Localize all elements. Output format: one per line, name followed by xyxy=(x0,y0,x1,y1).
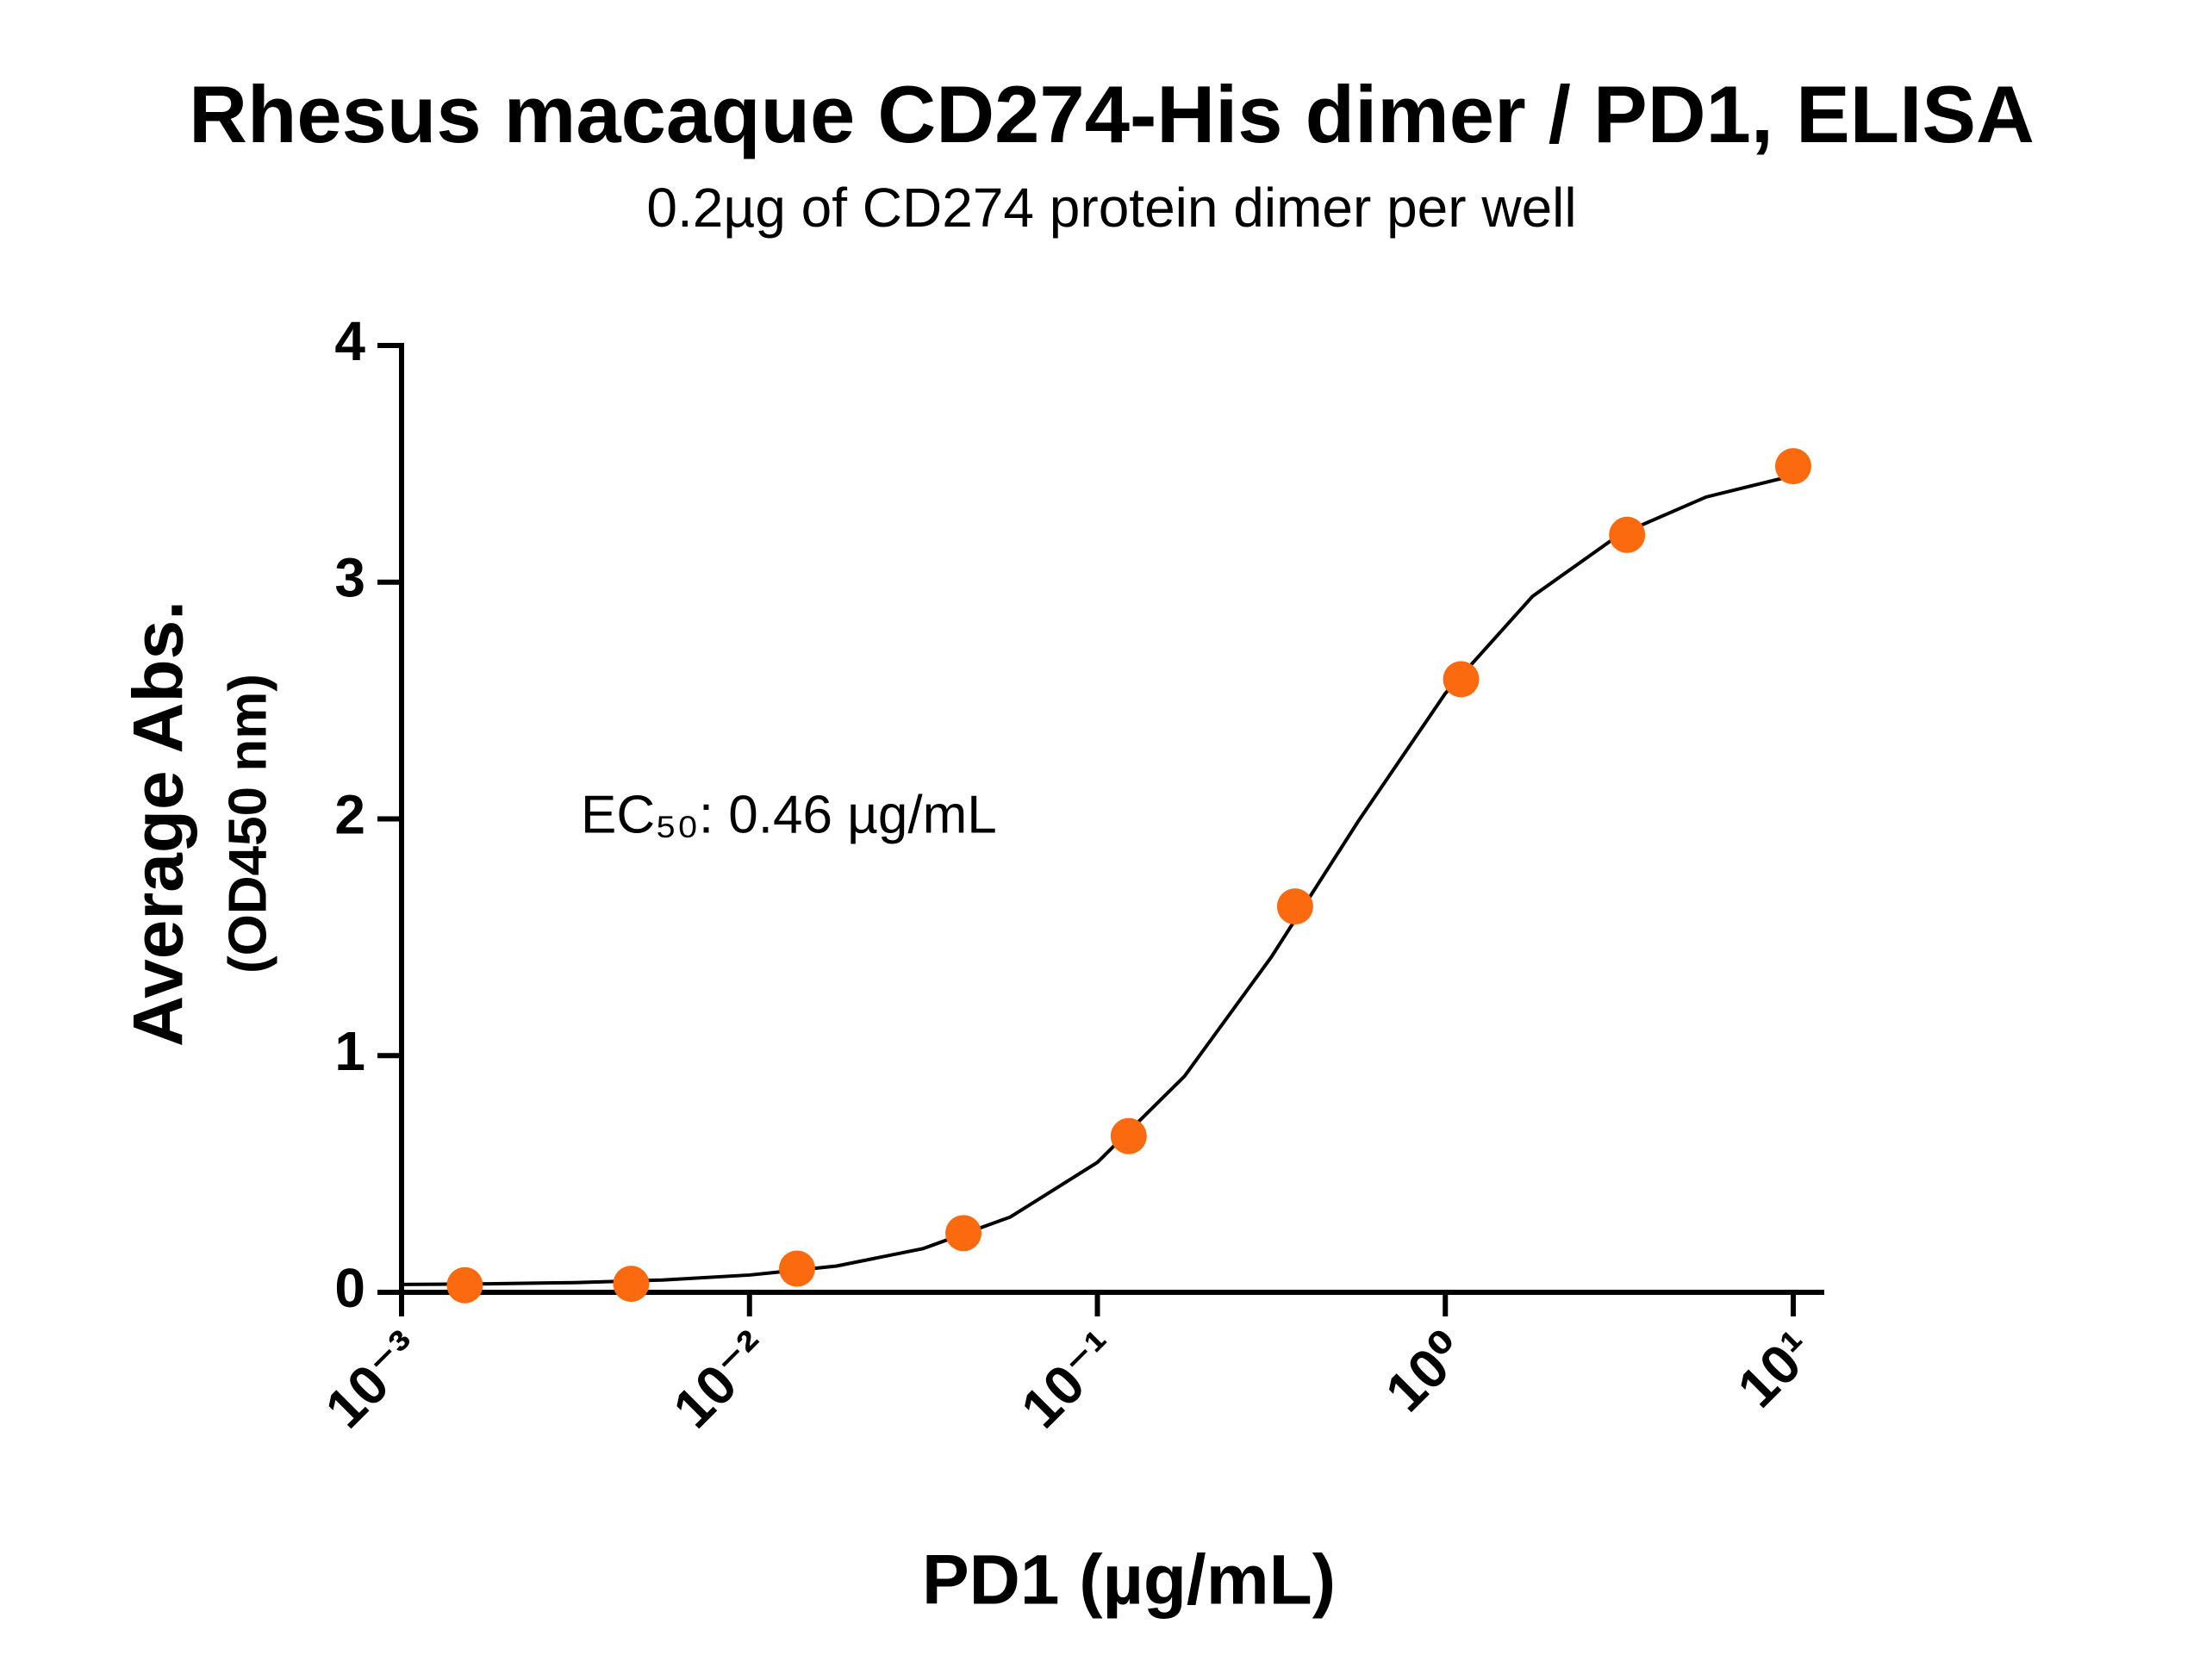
y-tick-label: 2 xyxy=(334,783,365,845)
data-point xyxy=(1110,1117,1147,1154)
data-point xyxy=(945,1215,982,1252)
data-point xyxy=(778,1250,815,1287)
y-tick-label: 1 xyxy=(334,1020,365,1082)
x-tick-label: 10⁻³ xyxy=(314,1319,434,1440)
y-tick-label: 0 xyxy=(334,1257,365,1319)
x-tick-label: 10⁰ xyxy=(1374,1319,1478,1423)
chart-title: Rhesus macaque CD274-His dimer / PD1, EL… xyxy=(189,69,2035,159)
x-axis-title: PD1 (µg/mL) xyxy=(922,1541,1336,1620)
x-tick-label: 10¹ xyxy=(1726,1319,1826,1419)
chart-subtitle: 0.2µg of CD274 protein dimer per well xyxy=(646,177,1576,239)
y-axis-subtitle: (OD450 nm) xyxy=(218,674,277,974)
annotation: EC₅₀: 0.46 µg/mL xyxy=(581,785,997,844)
data-point xyxy=(613,1266,650,1303)
x-tick-label: 10⁻² xyxy=(661,1319,782,1440)
data-point xyxy=(1609,516,1646,553)
y-axis-title: Average Abs. xyxy=(120,600,198,1047)
data-point xyxy=(1775,448,1811,485)
y-tick-label: 4 xyxy=(334,310,365,372)
fit-curve xyxy=(401,474,1794,1286)
data-point xyxy=(1276,888,1313,925)
data-point xyxy=(1443,661,1480,698)
y-tick-label: 3 xyxy=(334,547,365,609)
data-point xyxy=(446,1266,483,1304)
x-tick-label: 10⁻¹ xyxy=(1009,1319,1130,1440)
